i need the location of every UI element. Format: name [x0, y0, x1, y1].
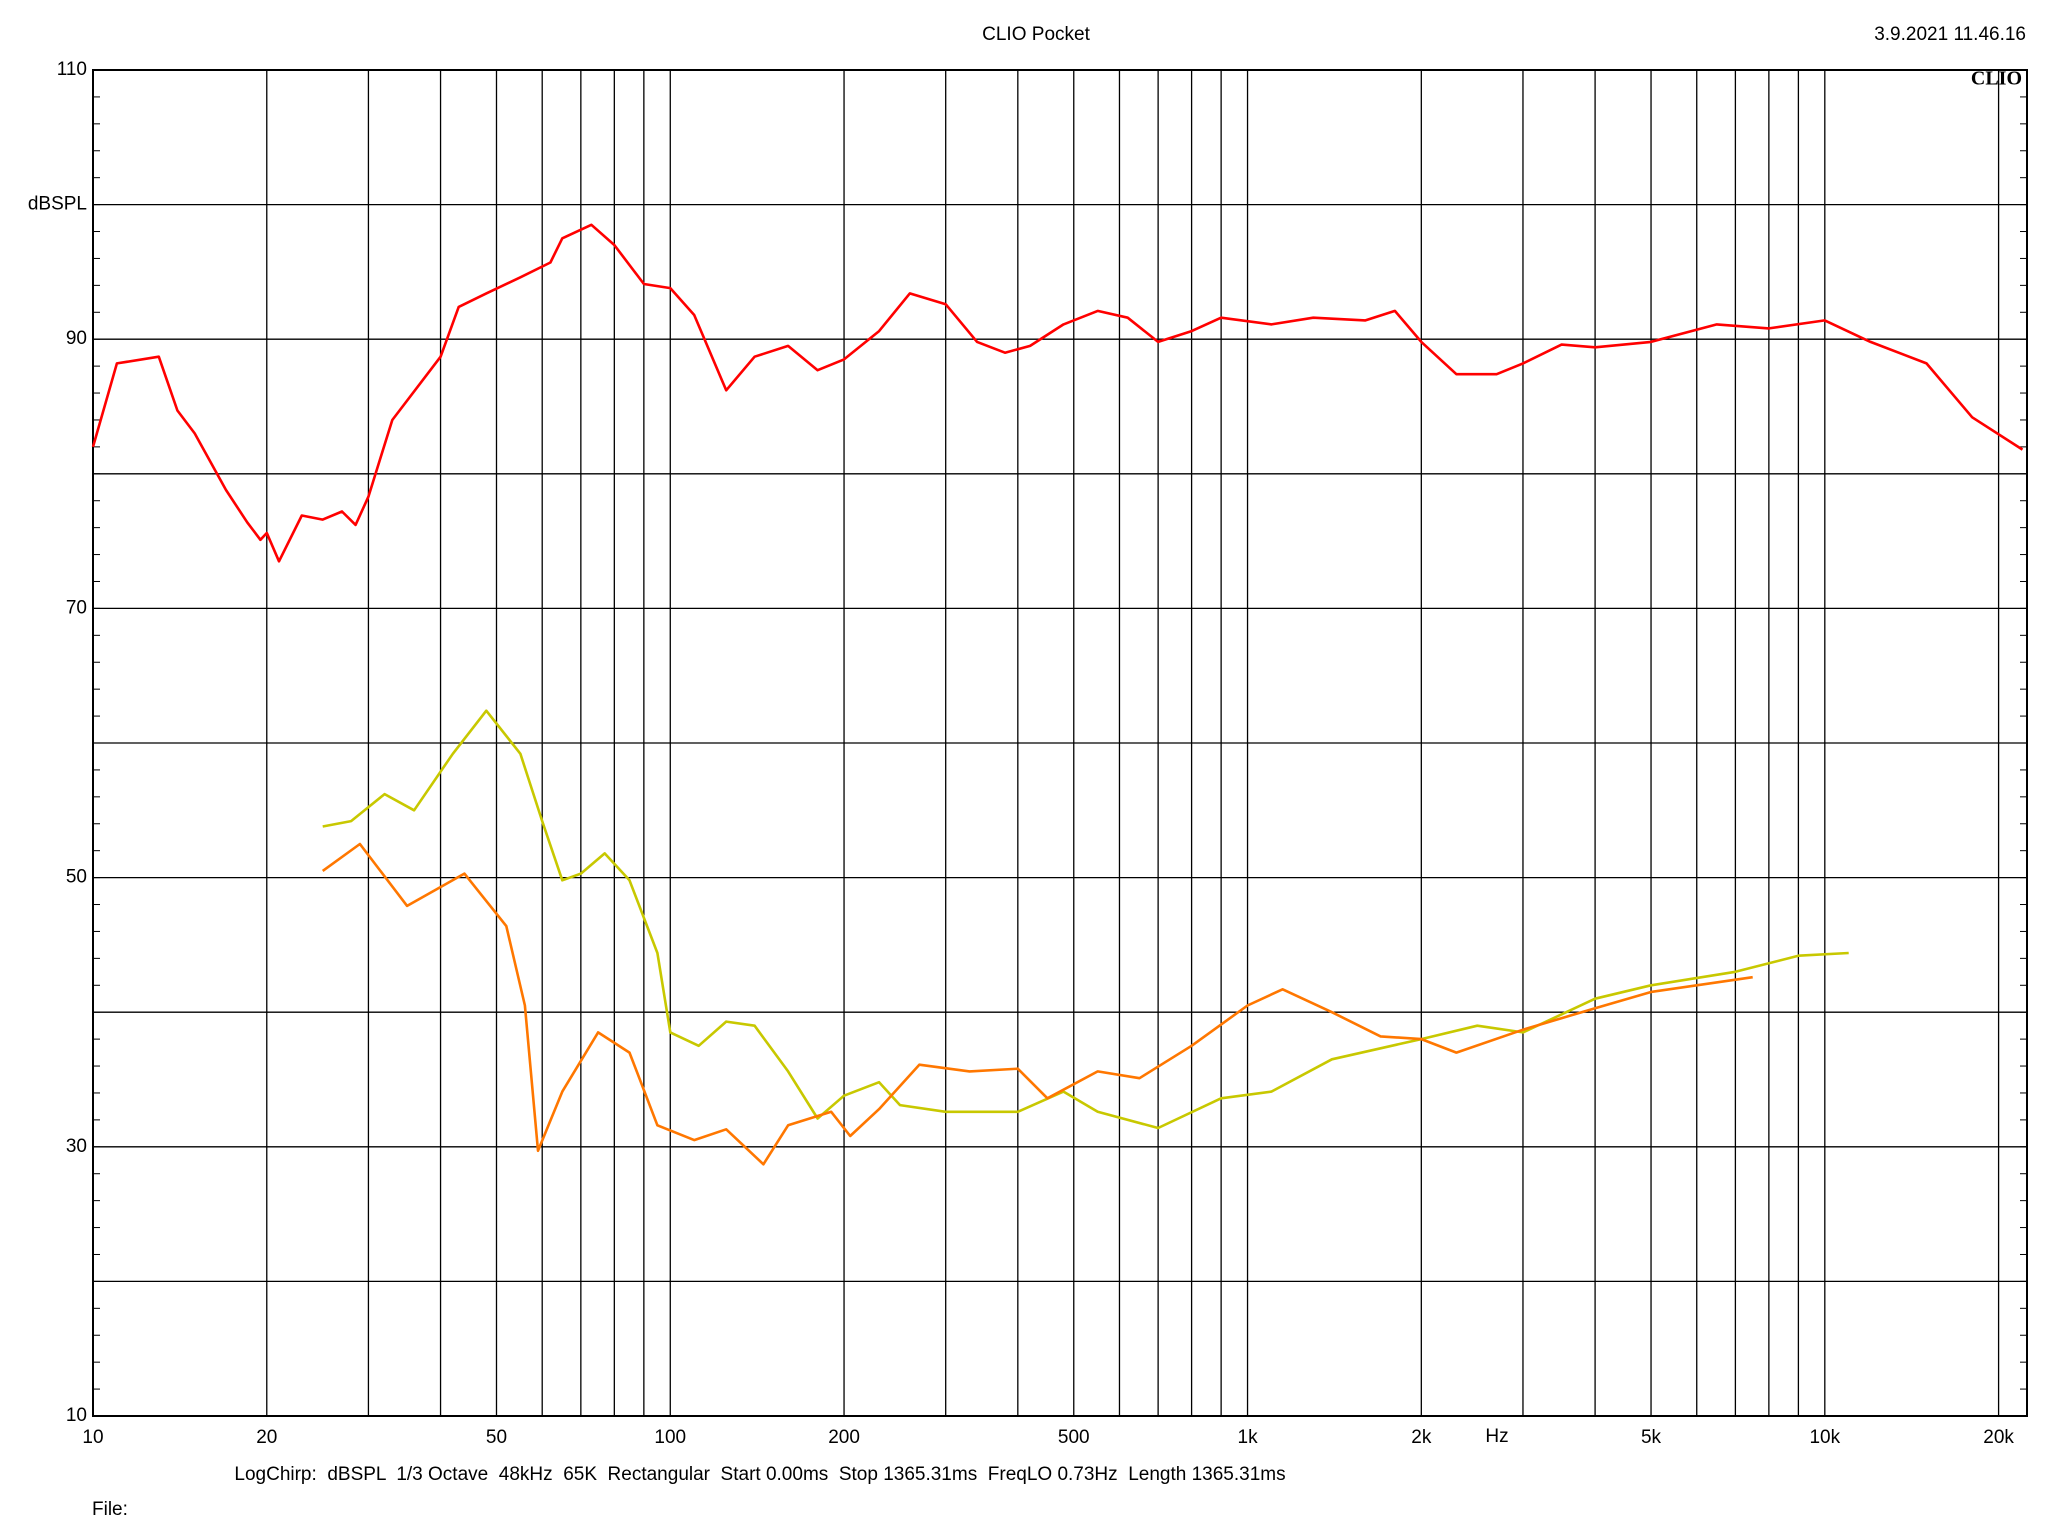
- file-label: File:: [92, 1499, 128, 1520]
- plot-frame: [92, 69, 2028, 1417]
- series-line: [321, 842, 1753, 1166]
- series-line: [322, 709, 1849, 1130]
- x-axis-label: Hz: [1485, 1426, 1508, 1447]
- x-tick-label: 10k: [1809, 1427, 1840, 1448]
- logo: CLIO: [1971, 68, 2022, 90]
- x-tick-label: 1k: [1238, 1427, 1259, 1448]
- x-tick-label: 2k: [1411, 1427, 1432, 1448]
- y-tick-label: 110: [57, 59, 87, 80]
- x-tick-label: 20: [256, 1427, 277, 1448]
- y-tick-label: 30: [66, 1136, 87, 1157]
- x-tick-label: 20k: [1983, 1427, 2014, 1448]
- y-tick-label: 90: [66, 328, 87, 349]
- x-tick-label: 50: [486, 1427, 507, 1448]
- x-tick-label: 100: [654, 1427, 686, 1448]
- x-tick-label: 200: [828, 1427, 860, 1448]
- y-axis-label: dBSPL: [28, 194, 87, 215]
- x-tick-label: 10: [82, 1427, 103, 1448]
- footer: LogChirp: dBSPL 1/3 Octave 48kHz 65K Rec…: [234, 1464, 1285, 1485]
- series-line: [91, 223, 2024, 563]
- chart-title: CLIO Pocket: [982, 24, 1090, 45]
- y-tick-label: 70: [66, 597, 87, 618]
- x-tick-label: 500: [1058, 1427, 1090, 1448]
- y-tick-label: 10: [66, 1405, 87, 1426]
- x-tick-label: 5k: [1641, 1427, 1662, 1448]
- y-tick-label: 50: [66, 867, 87, 888]
- date: 3.9.2021 11.46.16: [1874, 24, 2026, 45]
